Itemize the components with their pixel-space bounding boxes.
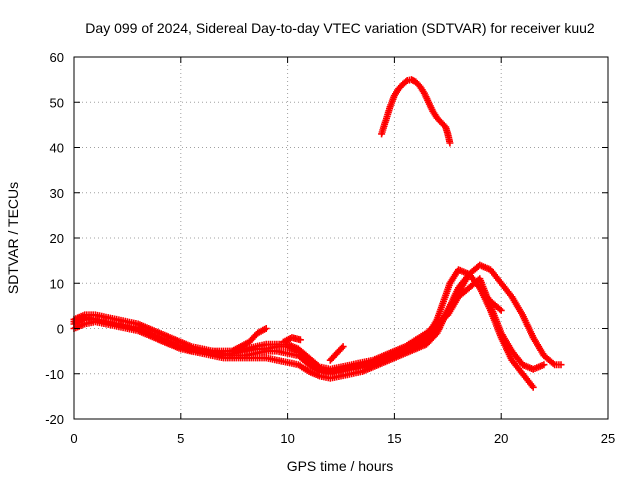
x-tick-label: 25 bbox=[601, 431, 615, 446]
data-point bbox=[338, 344, 346, 352]
y-tick-label: 60 bbox=[50, 50, 64, 65]
series-track-5 bbox=[228, 325, 270, 355]
data-point bbox=[314, 364, 322, 372]
y-tick-label: 10 bbox=[50, 276, 64, 291]
y-tick-label: 40 bbox=[50, 141, 64, 156]
data-point bbox=[402, 78, 410, 86]
x-axis-label: GPS time / hours bbox=[287, 458, 394, 474]
series-track-7 bbox=[326, 343, 347, 364]
x-tick-label: 10 bbox=[280, 431, 294, 446]
series-track-6 bbox=[279, 334, 304, 346]
data-point bbox=[446, 139, 454, 147]
data-point bbox=[296, 336, 304, 344]
x-tick-label: 15 bbox=[387, 431, 401, 446]
data-point bbox=[549, 359, 557, 367]
y-tick-label: 20 bbox=[50, 231, 64, 246]
data-point bbox=[557, 361, 565, 369]
chart-title: Day 099 of 2024, Sidereal Day-to-day VTE… bbox=[85, 20, 595, 36]
data-point bbox=[529, 383, 537, 391]
x-tick-label: 0 bbox=[70, 431, 77, 446]
y-tick-label: -10 bbox=[45, 367, 64, 382]
y-tick-label: 30 bbox=[50, 186, 64, 201]
data-point bbox=[262, 325, 270, 332]
x-tick-label: 20 bbox=[494, 431, 508, 446]
y-tick-label: 50 bbox=[50, 95, 64, 110]
grid-lines bbox=[74, 57, 608, 419]
data-points bbox=[70, 76, 565, 391]
series-track-8 bbox=[378, 76, 454, 147]
data-point bbox=[540, 361, 548, 369]
x-tick-label: 5 bbox=[177, 431, 184, 446]
y-tick-label: 0 bbox=[57, 322, 64, 337]
data-point bbox=[339, 343, 347, 351]
data-point bbox=[497, 306, 505, 314]
axis-ticks: 0 5 10 15 20 25 -20 -10 0 10 20 30 40 50 60 bbox=[45, 50, 615, 446]
y-tick-label: -20 bbox=[45, 412, 64, 427]
data-point bbox=[496, 305, 504, 313]
y-axis-label: SDTVAR / TECUs bbox=[5, 182, 21, 294]
